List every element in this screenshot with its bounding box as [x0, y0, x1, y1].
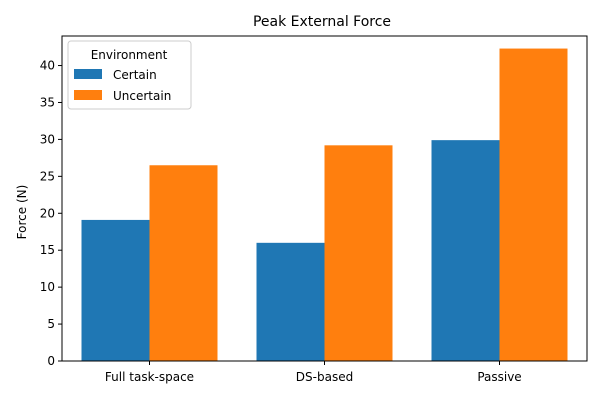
y-tick-label: 5	[47, 317, 55, 331]
chart-title: Peak External Force	[253, 14, 391, 30]
y-axis-title: Force (N)	[15, 185, 29, 240]
legend-label-uncertain: Uncertain	[113, 89, 171, 103]
y-tick-label: 30	[40, 132, 55, 146]
bar-certain-0	[81, 219, 150, 361]
y-tick-label: 35	[40, 95, 55, 109]
bar-uncertain-0	[149, 165, 218, 361]
x-tick-label: Passive	[477, 370, 521, 384]
bar-uncertain-1	[324, 145, 393, 361]
y-tick-label: 10	[40, 280, 55, 294]
y-tick-label: 15	[40, 243, 55, 257]
y-tick-label: 0	[47, 354, 55, 368]
bar-certain-1	[256, 242, 325, 361]
legend: Environment Certain Uncertain	[67, 40, 192, 110]
x-tick-label: DS-based	[296, 370, 353, 384]
legend-swatch-uncertain	[74, 90, 102, 100]
plot-area: 0 5 10 15 20 25 30 35 40 Full task-space DS-based P…	[40, 35, 588, 384]
bar-certain-2	[431, 140, 500, 361]
y-tick-label: 25	[40, 169, 55, 183]
y-tick-label: 20	[40, 206, 55, 220]
legend-label-certain: Certain	[113, 68, 157, 82]
y-tick-label: 40	[40, 59, 55, 73]
bar-uncertain-2	[499, 48, 568, 361]
x-tick-label: Full task-space	[105, 370, 194, 384]
legend-swatch-certain	[74, 69, 102, 79]
legend-title: Environment	[91, 48, 168, 62]
